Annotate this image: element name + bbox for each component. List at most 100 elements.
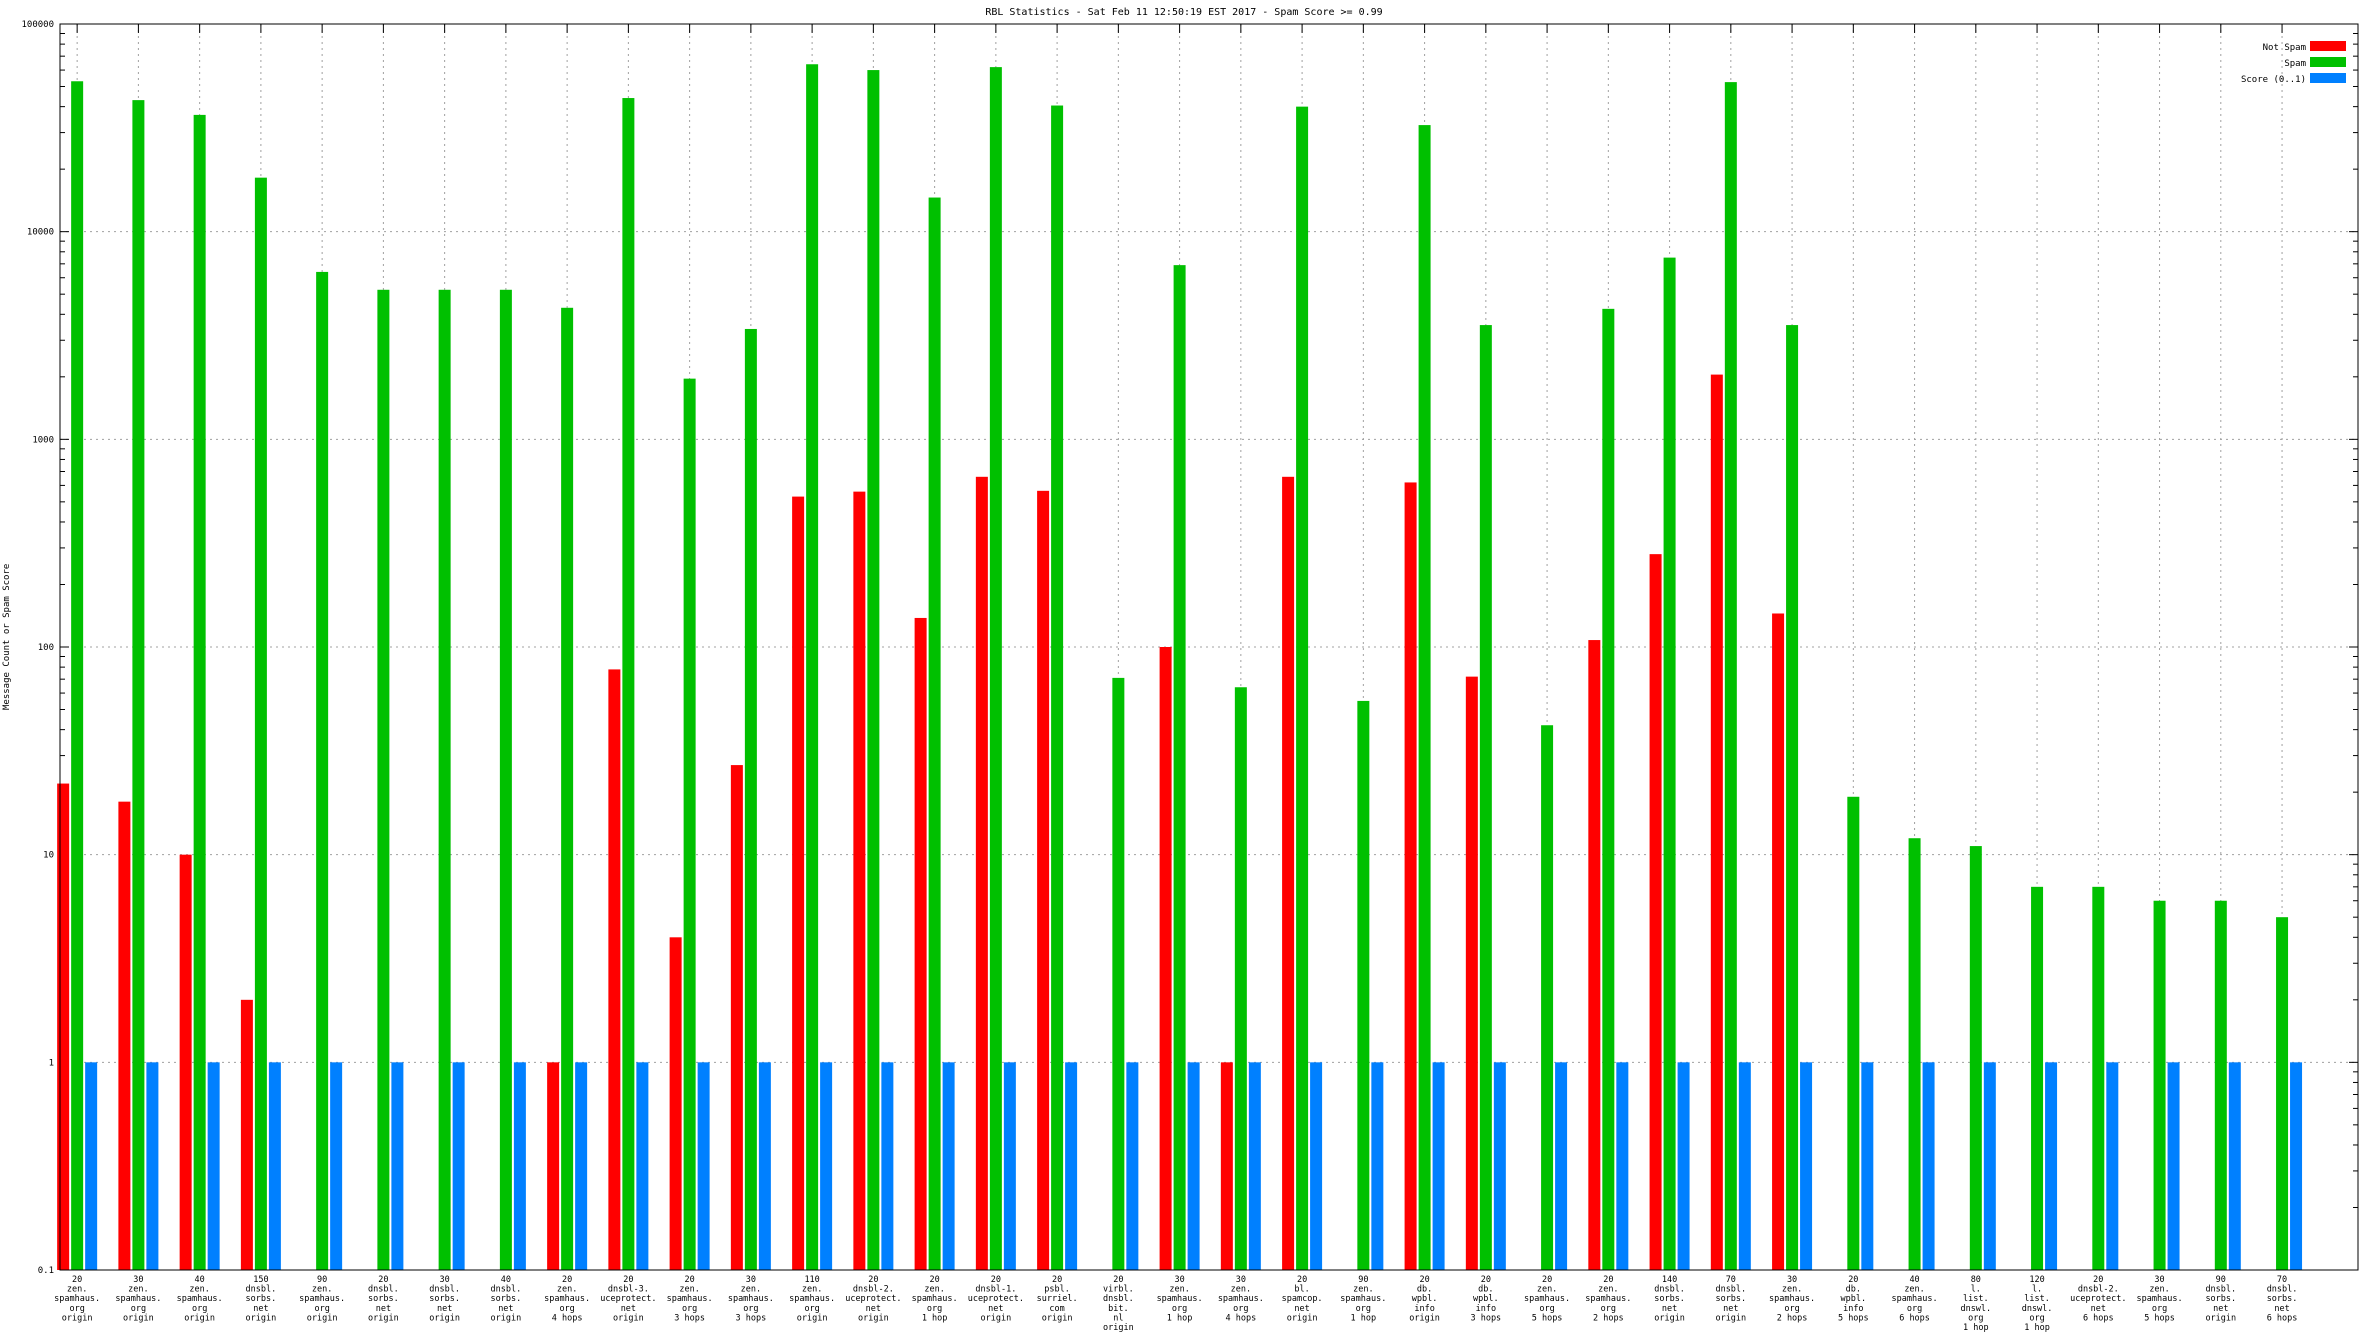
- x-tick-label-line: info: [1414, 1304, 1434, 1314]
- bar-spam: [1663, 257, 1676, 1270]
- bar-not-spam: [730, 765, 743, 1270]
- bar-spam: [622, 98, 635, 1271]
- x-tick-label-line: 30: [1236, 1275, 1246, 1285]
- bar-not-spam: [792, 496, 805, 1270]
- bar-score: [2290, 1062, 2303, 1270]
- bar-spam: [683, 378, 696, 1270]
- x-tick-label-line: 20: [378, 1275, 388, 1285]
- bar-score: [1493, 1062, 1506, 1270]
- bar-spam: [316, 271, 329, 1270]
- x-tick-label-line: spamhaus.: [1524, 1294, 1570, 1304]
- x-tick-label-line: org: [1784, 1304, 1799, 1314]
- x-tick-label: 20 zen. spamhaus. org 4 hops: [544, 1275, 590, 1323]
- bar-spam: [1112, 677, 1125, 1270]
- bar-not-spam: [547, 1062, 560, 1270]
- y-tick-label: 100: [38, 643, 54, 653]
- x-tick-label-line: origin: [797, 1313, 828, 1323]
- legend-label: Not Spam: [2263, 43, 2306, 53]
- bar-not-spam: [1404, 482, 1417, 1270]
- x-tick-label-line: db.: [1417, 1285, 1432, 1295]
- bar-spam: [1051, 105, 1064, 1270]
- bar-spam: [2214, 900, 2227, 1270]
- x-tick-label: 70 dnsbl. sorbs. net 6 hops: [2267, 1275, 2298, 1323]
- x-tick-label-line: net: [2091, 1304, 2106, 1314]
- x-tick-label-line: spamcop.: [1282, 1294, 1323, 1304]
- x-tick-label-line: 20: [1542, 1275, 1552, 1285]
- bar-spam: [744, 328, 757, 1270]
- x-tick-label-line: 2 hops: [1777, 1313, 1808, 1323]
- x-tick-label-line: zen.: [557, 1285, 577, 1295]
- x-tick-label-line: 20: [623, 1275, 633, 1285]
- x-tick-label: 90 zen. spamhaus. org origin: [299, 1275, 345, 1323]
- x-tick-label-line: 120: [2029, 1275, 2044, 1285]
- y-tick-label: 1: [49, 1058, 54, 1068]
- bar-spam: [1847, 796, 1860, 1270]
- bar-spam: [1724, 82, 1737, 1271]
- x-tick-label-line: dnsbl.: [2267, 1285, 2298, 1295]
- x-tick-label: 140 dnsbl. sorbs. net origin: [1654, 1275, 1685, 1323]
- bar-spam: [2276, 917, 2289, 1270]
- bar-spam: [193, 114, 206, 1270]
- y-tick-label: 10000: [27, 228, 54, 238]
- bar-not-spam: [1159, 647, 1172, 1270]
- x-tick-label-line: 20: [1419, 1275, 1429, 1285]
- x-tick-label: 20 zen. spamhaus. org 1 hop: [912, 1275, 958, 1323]
- x-tick-label-line: net: [1294, 1304, 1309, 1314]
- x-tick-label-line: sorbs.: [1715, 1294, 1746, 1304]
- x-tick-label-line: spamhaus.: [912, 1294, 958, 1304]
- bar-score: [2167, 1062, 2180, 1270]
- x-tick-label-line: 70: [2277, 1275, 2287, 1285]
- x-tick-label-line: zen.: [924, 1285, 944, 1295]
- bar-spam: [1786, 325, 1799, 1271]
- x-tick-label-line: 3 hops: [674, 1313, 705, 1323]
- bar-score: [1065, 1062, 1078, 1270]
- y-tick-label: 100000: [21, 20, 54, 30]
- x-tick-label: 30 zen. spamhaus. org 5 hops: [2137, 1275, 2183, 1323]
- x-tick-label-line: 5 hops: [2144, 1313, 2175, 1323]
- x-tick-label-line: spamhaus.: [177, 1294, 223, 1304]
- x-tick-label-line: spamhaus.: [728, 1294, 774, 1304]
- x-tick-label-line: nl: [1113, 1313, 1123, 1323]
- x-tick-label-line: zen.: [1353, 1285, 1373, 1295]
- bar-score: [942, 1062, 955, 1270]
- x-tick-label-line: org: [1907, 1304, 1922, 1314]
- x-tick-label: 20 dnsbl-1. uceprotect. net origin: [968, 1275, 1024, 1323]
- x-tick-label-line: origin: [1715, 1313, 1746, 1323]
- bar-not-spam: [975, 476, 988, 1270]
- x-tick-label-line: origin: [307, 1313, 338, 1323]
- bar-score: [268, 1062, 281, 1270]
- x-tick-label-line: org: [743, 1304, 758, 1314]
- bar-score: [452, 1062, 465, 1270]
- bar-spam: [1602, 308, 1615, 1270]
- x-tick-label-line: origin: [123, 1313, 154, 1323]
- x-tick-label-line: origin: [184, 1313, 215, 1323]
- x-tick-label-line: 20: [1848, 1275, 1858, 1285]
- x-tick-label-line: net: [1662, 1304, 1677, 1314]
- x-tick-label-line: 70: [1726, 1275, 1736, 1285]
- x-tick-label-line: zen.: [128, 1285, 148, 1295]
- x-tick-label-line: 20: [1481, 1275, 1491, 1285]
- x-tick-label-line: zen.: [802, 1285, 822, 1295]
- bar-not-spam: [608, 669, 621, 1270]
- x-tick-label-line: psbl.: [1044, 1285, 1070, 1295]
- x-tick-label-line: dnsbl.: [1715, 1285, 1746, 1295]
- x-tick-label-line: org: [682, 1304, 697, 1314]
- plot-frame: [59, 23, 2359, 1271]
- x-tick-label: 40 dnsbl. sorbs. net origin: [491, 1275, 522, 1323]
- x-tick-label-line: 20: [72, 1275, 82, 1285]
- bar-spam: [1296, 106, 1309, 1270]
- bar-score: [85, 1062, 98, 1270]
- x-tick-label-line: 20: [562, 1275, 572, 1285]
- x-tick-label-line: 6 hops: [2083, 1313, 2114, 1323]
- bar-not-spam: [669, 937, 682, 1270]
- x-tick-label-line: info: [1476, 1304, 1496, 1314]
- bar-score: [636, 1062, 649, 1270]
- x-tick-label-line: origin: [1103, 1323, 1134, 1332]
- x-tick-label-line: org: [1601, 1304, 1616, 1314]
- bar-spam: [1234, 687, 1247, 1270]
- bar-spam: [2092, 886, 2105, 1270]
- x-tick-label-line: 1 hop: [922, 1313, 948, 1323]
- x-tick-label: 20 zen. spamhaus. org 5 hops: [1524, 1275, 1570, 1323]
- x-tick-label-line: 3 hops: [736, 1313, 767, 1323]
- bar-spam: [928, 197, 941, 1271]
